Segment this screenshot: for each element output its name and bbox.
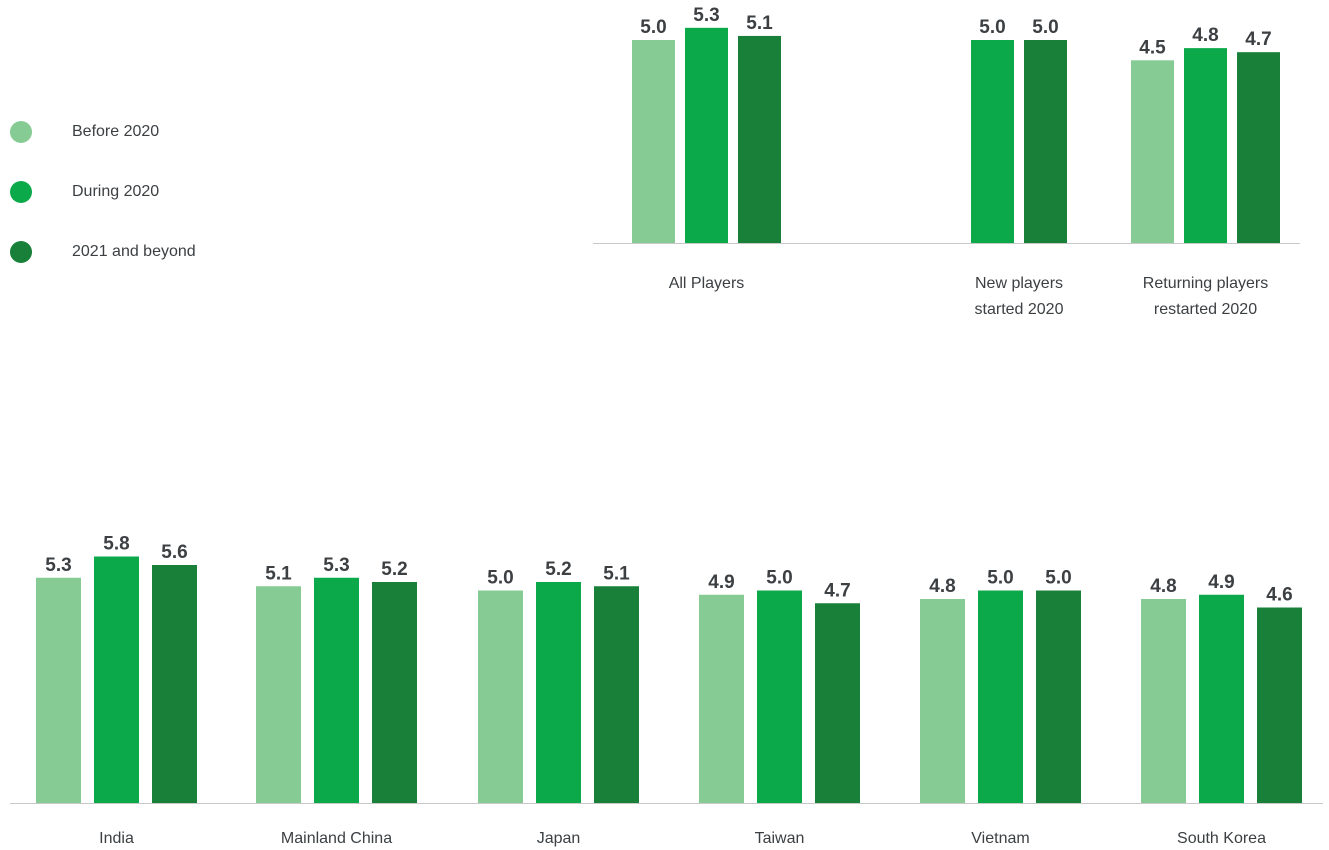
bar [536,582,581,803]
bar [314,577,359,803]
bar [94,556,139,803]
bar [1257,607,1302,803]
bar [1141,599,1186,803]
data-label: 4.7 [1245,29,1271,50]
legend-item-during-2020: During 2020 [10,180,196,204]
data-label: 4.9 [1208,572,1234,593]
bar [738,35,781,243]
bar [757,590,802,803]
data-label: 4.5 [1139,37,1166,58]
data-label: 5.0 [1045,568,1071,589]
bar [1199,594,1244,803]
category-label: India [99,830,134,847]
data-label: 5.0 [766,568,792,589]
bar [152,565,197,803]
category-label: South Korea [1177,830,1266,847]
bar [372,582,417,803]
data-label: 4.6 [1266,585,1292,606]
legend-label: 2021 and beyond [72,243,196,260]
bar [36,577,81,803]
data-label: 5.1 [265,563,292,584]
category-label: New players [975,275,1063,292]
data-label: 4.9 [708,572,734,593]
bar [1184,48,1227,244]
bar [699,594,744,803]
data-label: 5.1 [603,563,630,584]
legend-swatch [10,241,32,263]
bar [971,40,1014,243]
bar [1024,40,1067,243]
category-label: Vietnam [971,830,1029,847]
category-label: Taiwan [755,830,805,847]
data-label: 4.8 [1192,25,1218,46]
data-label: 5.2 [545,559,571,580]
bar [1131,60,1174,243]
bar [256,586,301,803]
category-label: All Players [669,275,745,292]
data-label: 5.0 [640,17,666,38]
bar [920,599,965,803]
bar [978,590,1023,803]
data-label: 5.3 [45,555,71,576]
data-label: 4.8 [1150,576,1176,597]
category-label: started 2020 [975,301,1064,318]
bar [632,40,675,243]
bar [685,27,728,243]
legend-label: During 2020 [72,183,160,200]
data-label: 5.8 [103,534,129,555]
legend-label: Before 2020 [72,123,160,140]
data-label: 5.0 [1032,17,1058,38]
bar [1036,590,1081,803]
category-label: Japan [537,830,581,847]
bar [478,590,523,803]
data-label: 5.3 [323,555,349,576]
legend: Before 2020 During 2020 2021 and beyond [10,120,196,300]
data-label: 4.7 [824,580,850,601]
legend-swatch [10,181,32,203]
data-label: 5.1 [746,13,773,34]
legend-item-before-2020: Before 2020 [10,120,196,144]
legend-item-2021-and-beyond: 2021 and beyond [10,240,196,264]
bar [1237,52,1280,244]
category-label: Mainland China [281,830,392,847]
data-label: 5.0 [987,568,1013,589]
legend-swatch [10,121,32,143]
category-label: Returning players [1143,275,1268,292]
category-label: restarted 2020 [1154,301,1257,318]
data-label: 5.3 [693,5,719,26]
bar [594,586,639,803]
data-label: 5.0 [979,17,1005,38]
bar [815,603,860,803]
data-label: 5.6 [161,542,187,563]
data-label: 5.2 [381,559,407,580]
data-label: 5.0 [487,568,513,589]
data-label: 4.8 [929,576,955,597]
